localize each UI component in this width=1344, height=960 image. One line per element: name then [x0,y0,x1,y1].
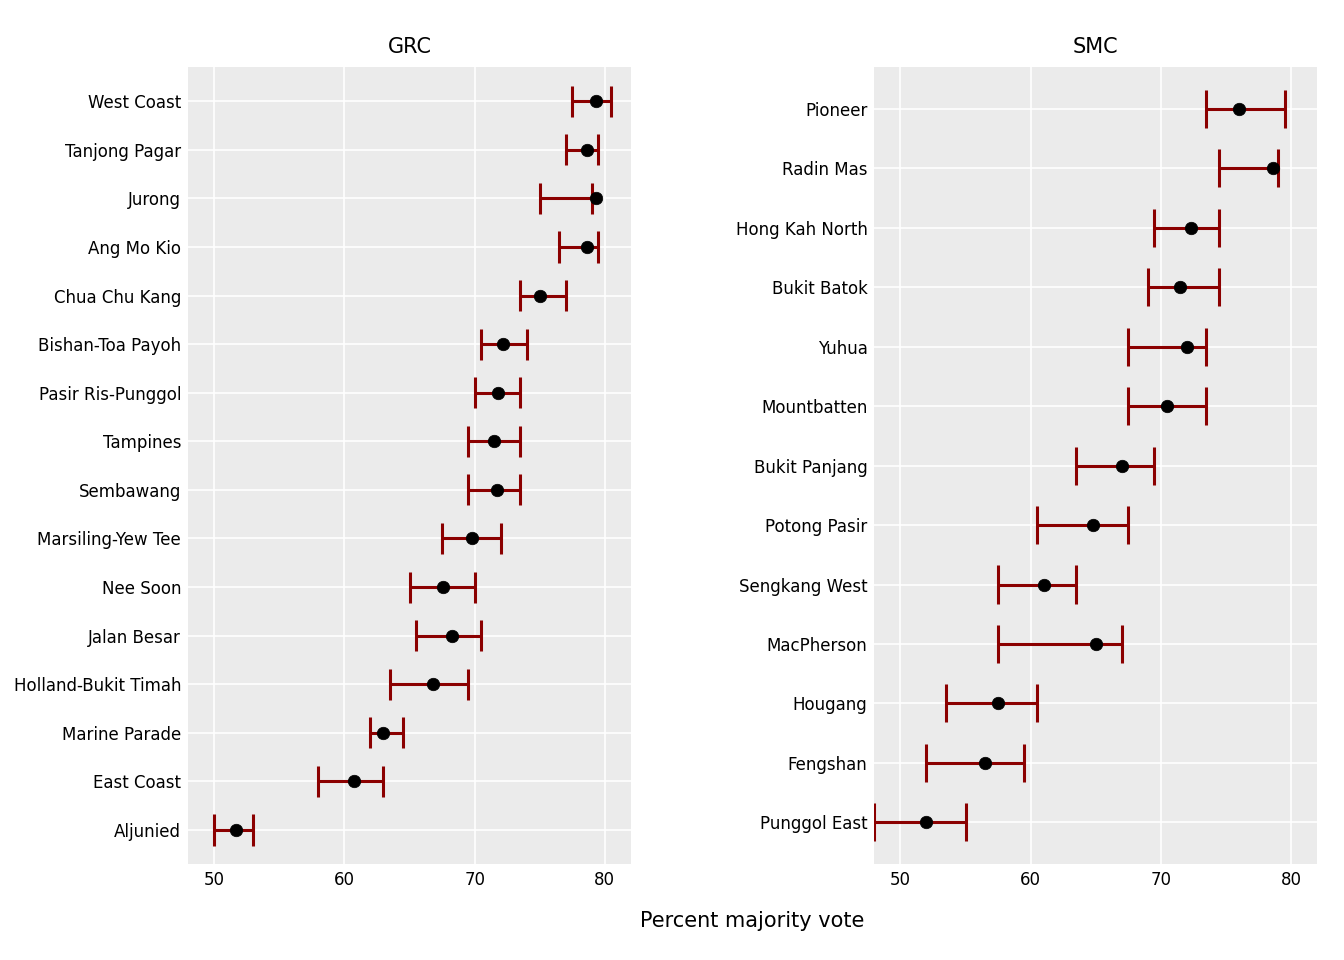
Title: SMC: SMC [1073,37,1118,58]
Title: GRC: GRC [387,37,431,58]
Text: Percent majority vote: Percent majority vote [641,911,864,931]
Y-axis label: Electoral Division: Electoral Division [0,381,3,550]
